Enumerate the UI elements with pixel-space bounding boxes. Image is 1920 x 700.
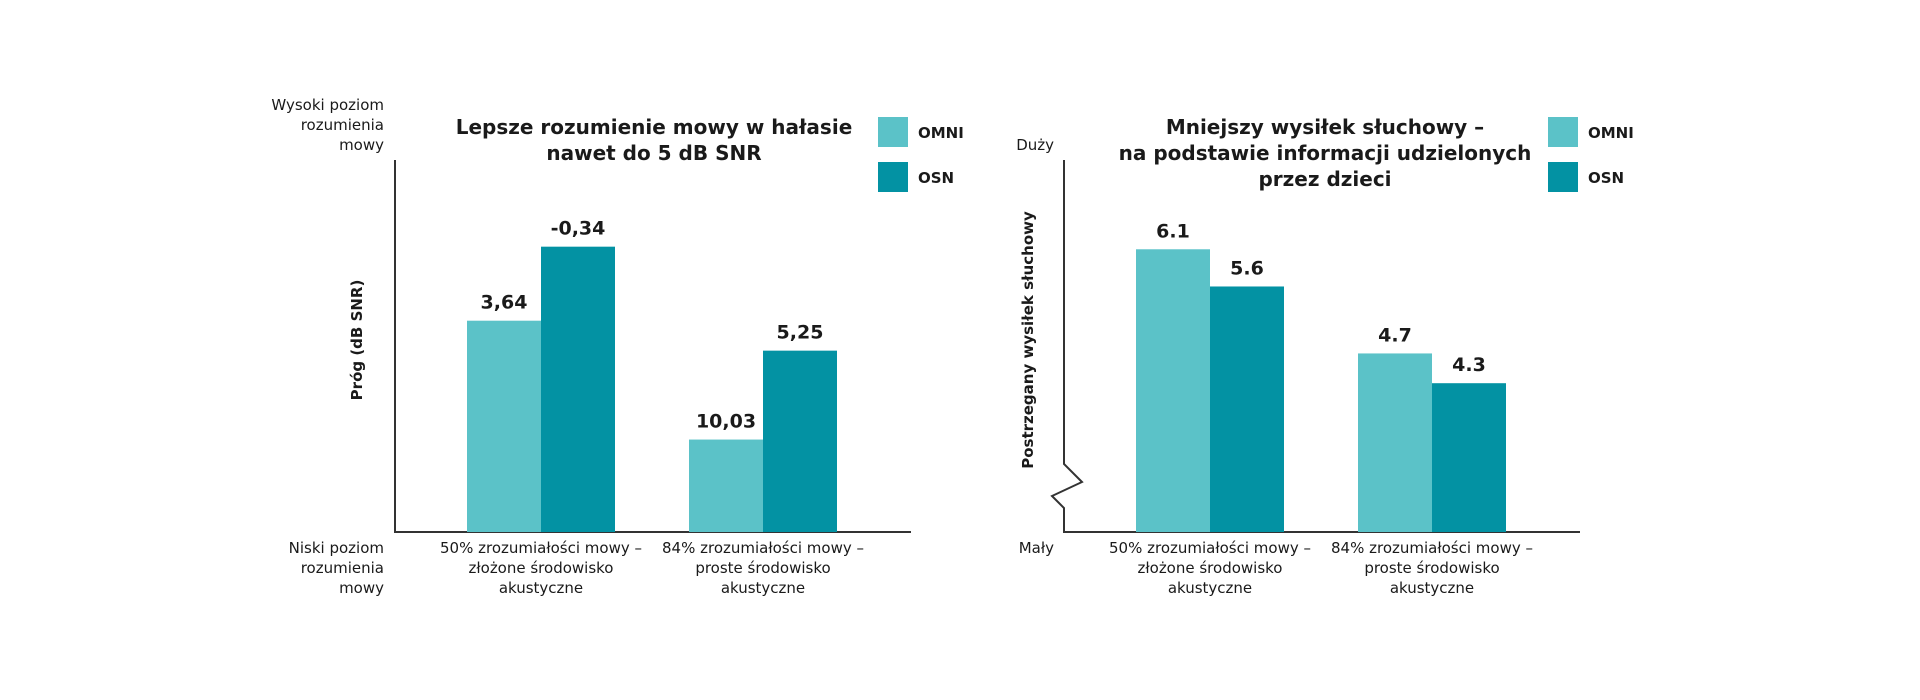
right-category-1-line-2: złożone środowisko bbox=[1138, 559, 1283, 577]
left-bar-omni-group-1 bbox=[467, 320, 541, 532]
right-y-top-label: Duży bbox=[1016, 136, 1054, 154]
left-category-1-line-1: 50% zrozumiałości mowy – bbox=[440, 539, 642, 557]
left-y-top-label-2: rozumienia bbox=[301, 116, 384, 134]
left-category-2-line-2: proste środowisko bbox=[695, 559, 830, 577]
right-category-1-line-3: akustyczne bbox=[1168, 579, 1252, 597]
chart-left: Lepsze rozumienie mowy w hałasie nawet d… bbox=[271, 96, 963, 597]
left-legend-label-osn: OSN bbox=[918, 169, 954, 187]
left-category-1-line-3: akustyczne bbox=[499, 579, 583, 597]
left-legend-swatch-omni bbox=[878, 117, 908, 147]
right-category-2-line-3: akustyczne bbox=[1390, 579, 1474, 597]
left-title-line-2: nawet do 5 dB SNR bbox=[546, 141, 761, 165]
left-legend-label-omni: OMNI bbox=[918, 124, 964, 142]
right-bar-omni-group-1 bbox=[1136, 249, 1210, 532]
right-category-2-line-2: proste środowisko bbox=[1364, 559, 1499, 577]
right-y-bottom-label: Mały bbox=[1019, 539, 1054, 557]
left-y-axis-label: Próg (dB SNR) bbox=[348, 280, 366, 401]
right-bar-omni-group-2 bbox=[1358, 353, 1432, 532]
chart-right: Mniejszy wysiłek słuchowy – na podstawie… bbox=[1016, 115, 1634, 597]
left-value-label-omni-group-1: 3,64 bbox=[481, 292, 528, 314]
left-value-label-osn-group-2: 5,25 bbox=[777, 322, 824, 344]
left-y-bottom-label-2: rozumienia bbox=[301, 559, 384, 577]
left-value-label-osn-group-1: -0,34 bbox=[551, 218, 606, 240]
left-title-line-1: Lepsze rozumienie mowy w hałasie bbox=[456, 115, 853, 139]
right-legend-swatch-omni bbox=[1548, 117, 1578, 147]
right-title-line-1: Mniejszy wysiłek słuchowy – bbox=[1166, 115, 1484, 139]
left-y-bottom-label-3: mowy bbox=[339, 579, 384, 597]
left-legend-swatch-osn bbox=[878, 162, 908, 192]
right-value-label-osn-group-2: 4.3 bbox=[1452, 354, 1486, 376]
right-legend-label-omni: OMNI bbox=[1588, 124, 1634, 142]
left-bar-osn-group-2 bbox=[763, 350, 837, 532]
left-bar-osn-group-1 bbox=[541, 246, 615, 532]
left-category-2-line-3: akustyczne bbox=[721, 579, 805, 597]
right-title-line-2: na podstawie informacji udzielonych bbox=[1119, 141, 1532, 165]
left-y-top-label-1: Wysoki poziom bbox=[271, 96, 384, 114]
left-category-1-line-2: złożone środowisko bbox=[469, 559, 614, 577]
right-bar-osn-group-2 bbox=[1432, 383, 1506, 532]
right-value-label-omni-group-2: 4.7 bbox=[1378, 324, 1412, 346]
right-category-2-line-1: 84% zrozumiałości mowy – bbox=[1331, 539, 1533, 557]
right-category-1-line-1: 50% zrozumiałości mowy – bbox=[1109, 539, 1311, 557]
right-bar-osn-group-1 bbox=[1210, 286, 1284, 532]
right-y-axis-with-break bbox=[1050, 160, 1084, 532]
right-value-label-osn-group-1: 5.6 bbox=[1230, 257, 1264, 279]
left-y-bottom-label-1: Niski poziom bbox=[289, 539, 384, 557]
right-legend-label-osn: OSN bbox=[1588, 169, 1624, 187]
left-bar-omni-group-2 bbox=[689, 439, 763, 532]
right-y-axis-label: Postrzegany wysiłek słuchowy bbox=[1019, 211, 1037, 469]
left-y-top-label-3: mowy bbox=[339, 136, 384, 154]
right-value-label-omni-group-1: 6.1 bbox=[1156, 220, 1190, 242]
left-category-2-line-1: 84% zrozumiałości mowy – bbox=[662, 539, 864, 557]
right-title-line-3: przez dzieci bbox=[1258, 167, 1391, 191]
left-value-label-omni-group-2: 10,03 bbox=[696, 411, 756, 433]
right-legend-swatch-osn bbox=[1548, 162, 1578, 192]
